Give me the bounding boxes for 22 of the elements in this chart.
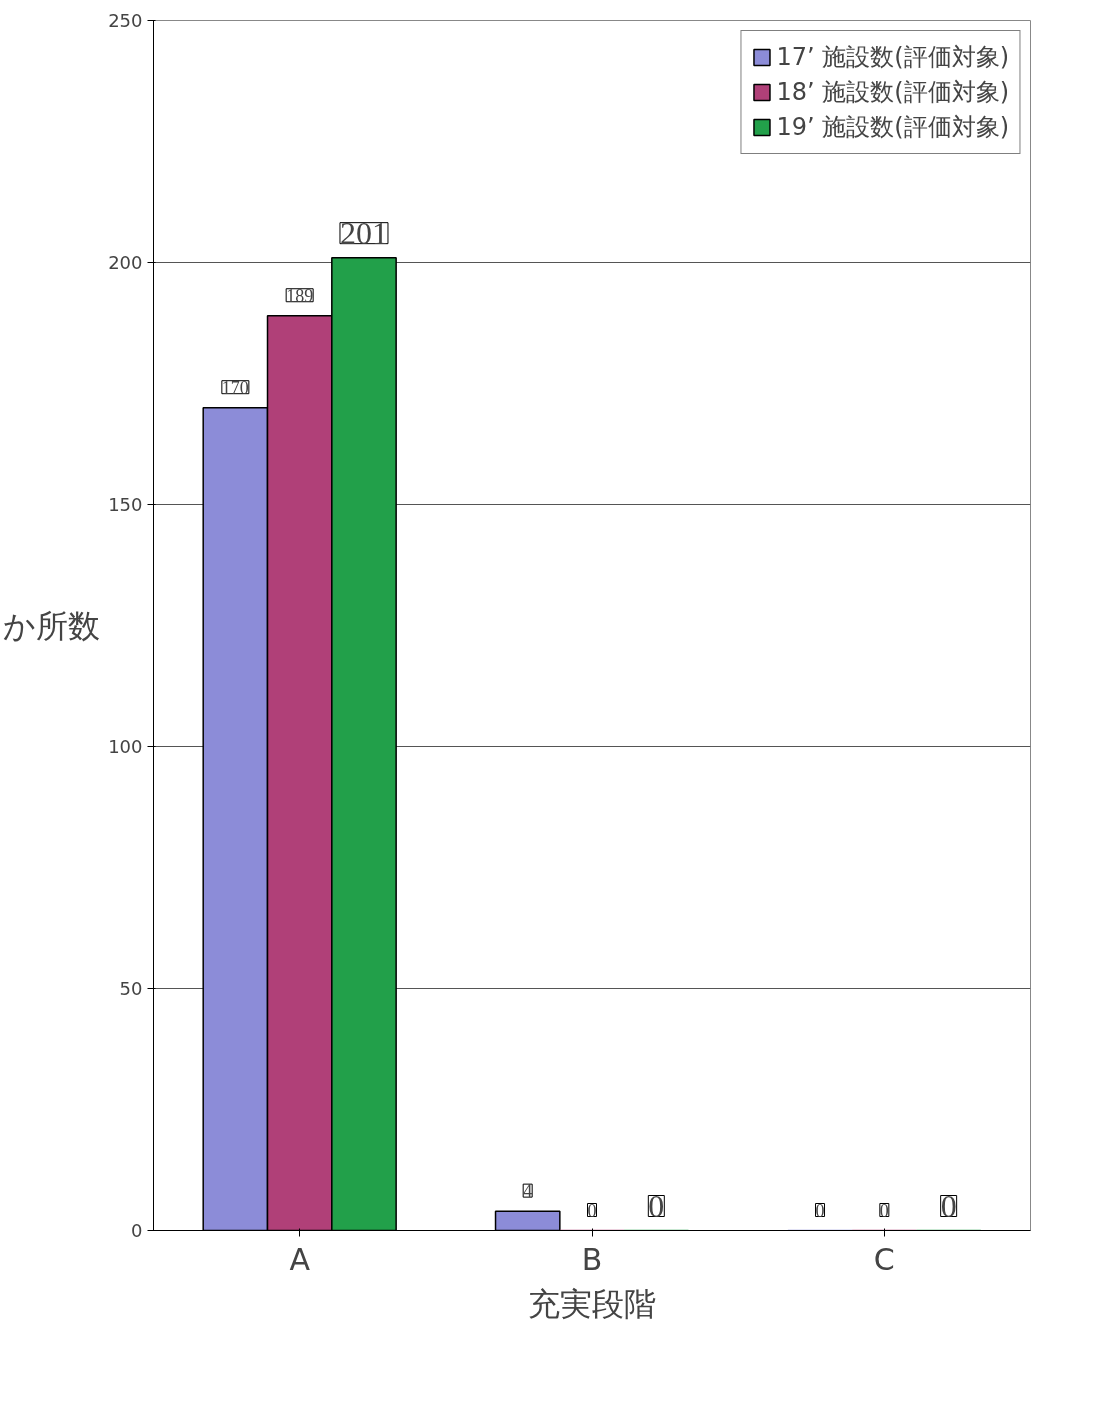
x-axis-title: 充実段階 (528, 1284, 656, 1323)
x-tick-label: A (289, 1241, 311, 1277)
x-tick-label: C (873, 1241, 895, 1277)
data-label: 0 (879, 1200, 889, 1221)
legend-label: 18’ 施設数(評価対象) (776, 77, 1009, 108)
legend-label: 17’ 施設数(評価対象) (776, 42, 1009, 73)
data-label: 0 (815, 1200, 825, 1221)
x-tick-label: B (581, 1241, 603, 1277)
y-tick-label: 100 (108, 736, 143, 757)
y-tick-label: 0 (131, 1220, 143, 1241)
legend-label: 19’ 施設数(評価対象) (776, 112, 1009, 143)
data-label: 189 (286, 285, 314, 306)
y-axis-title: か所数 (3, 606, 101, 645)
y-tick-label: 50 (119, 978, 143, 999)
y-tick-label: 200 (108, 252, 143, 273)
data-label: 170 (221, 377, 249, 398)
data-label: 0 (940, 1187, 957, 1224)
y-tick-label: 150 (108, 494, 143, 515)
data-label: 0 (648, 1187, 665, 1224)
data-label: 0 (587, 1200, 597, 1221)
y-tick-label: 250 (108, 10, 143, 31)
data-label: 201 (339, 214, 388, 251)
